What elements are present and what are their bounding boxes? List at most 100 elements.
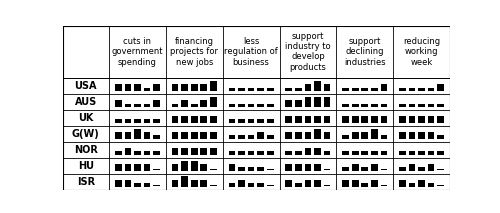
Bar: [182, 161, 188, 171]
Bar: [267, 135, 274, 139]
Bar: [362, 88, 368, 91]
Text: AUS: AUS: [74, 97, 97, 107]
Bar: [428, 164, 434, 171]
Bar: [134, 129, 141, 139]
Bar: [200, 116, 207, 123]
Text: support
declining
industries: support declining industries: [344, 37, 386, 67]
Bar: [399, 167, 406, 171]
Bar: [228, 135, 235, 139]
Bar: [191, 161, 198, 171]
Bar: [115, 84, 121, 91]
Bar: [380, 185, 387, 186]
Bar: [295, 183, 302, 187]
Bar: [380, 116, 387, 123]
Bar: [124, 119, 131, 123]
Bar: [115, 119, 121, 123]
Bar: [352, 104, 358, 107]
Bar: [408, 88, 416, 91]
Bar: [144, 132, 150, 139]
Bar: [418, 116, 425, 123]
Bar: [124, 132, 131, 139]
Bar: [258, 151, 264, 155]
Bar: [304, 97, 312, 107]
Bar: [342, 104, 349, 107]
Bar: [314, 148, 321, 155]
Bar: [304, 164, 312, 171]
Bar: [352, 164, 358, 171]
Bar: [153, 185, 160, 186]
Bar: [191, 148, 198, 155]
Bar: [371, 116, 378, 123]
Bar: [352, 116, 358, 123]
Bar: [248, 88, 254, 91]
Bar: [134, 151, 141, 155]
Bar: [134, 104, 141, 107]
Bar: [144, 164, 150, 171]
Bar: [314, 81, 321, 91]
Bar: [248, 151, 254, 155]
Bar: [408, 164, 416, 171]
Bar: [324, 169, 330, 170]
Bar: [428, 116, 434, 123]
Bar: [200, 132, 207, 139]
Bar: [418, 88, 425, 91]
Text: financing
projects for
new jobs: financing projects for new jobs: [170, 37, 218, 67]
Bar: [342, 151, 349, 155]
Bar: [210, 81, 216, 91]
Bar: [210, 97, 216, 107]
Bar: [191, 104, 198, 107]
Bar: [314, 164, 321, 171]
Bar: [238, 104, 245, 107]
Bar: [248, 104, 254, 107]
Bar: [172, 104, 178, 107]
Bar: [342, 135, 349, 139]
Bar: [191, 180, 198, 187]
Bar: [286, 164, 292, 171]
Bar: [362, 151, 368, 155]
Bar: [304, 148, 312, 155]
Bar: [286, 180, 292, 187]
Bar: [153, 100, 160, 107]
Bar: [324, 185, 330, 186]
Text: reducing
working
week: reducing working week: [403, 37, 440, 67]
Bar: [191, 116, 198, 123]
Bar: [380, 169, 387, 170]
Bar: [200, 164, 207, 171]
Bar: [115, 132, 121, 139]
Bar: [380, 135, 387, 139]
Bar: [248, 167, 254, 171]
Bar: [124, 84, 131, 91]
Bar: [191, 84, 198, 91]
Bar: [428, 88, 434, 91]
Bar: [324, 97, 330, 107]
Bar: [380, 151, 387, 155]
Bar: [267, 169, 274, 170]
Bar: [258, 132, 264, 139]
Text: HU: HU: [78, 161, 94, 171]
Bar: [304, 84, 312, 91]
Bar: [342, 167, 349, 171]
Bar: [210, 148, 216, 155]
Bar: [438, 151, 444, 155]
Bar: [172, 84, 178, 91]
Text: NOR: NOR: [74, 145, 98, 155]
Bar: [304, 116, 312, 123]
Bar: [267, 185, 274, 186]
Bar: [295, 164, 302, 171]
Bar: [342, 180, 349, 187]
Bar: [210, 185, 216, 186]
Bar: [210, 132, 216, 139]
Text: ISR: ISR: [76, 177, 95, 187]
Bar: [238, 180, 245, 187]
Bar: [210, 169, 216, 170]
Bar: [182, 100, 188, 107]
Bar: [371, 164, 378, 171]
Bar: [295, 88, 302, 91]
Bar: [124, 148, 131, 155]
Bar: [248, 135, 254, 139]
Bar: [295, 116, 302, 123]
Bar: [248, 119, 254, 123]
Bar: [408, 132, 416, 139]
Bar: [200, 84, 207, 91]
Bar: [371, 88, 378, 91]
